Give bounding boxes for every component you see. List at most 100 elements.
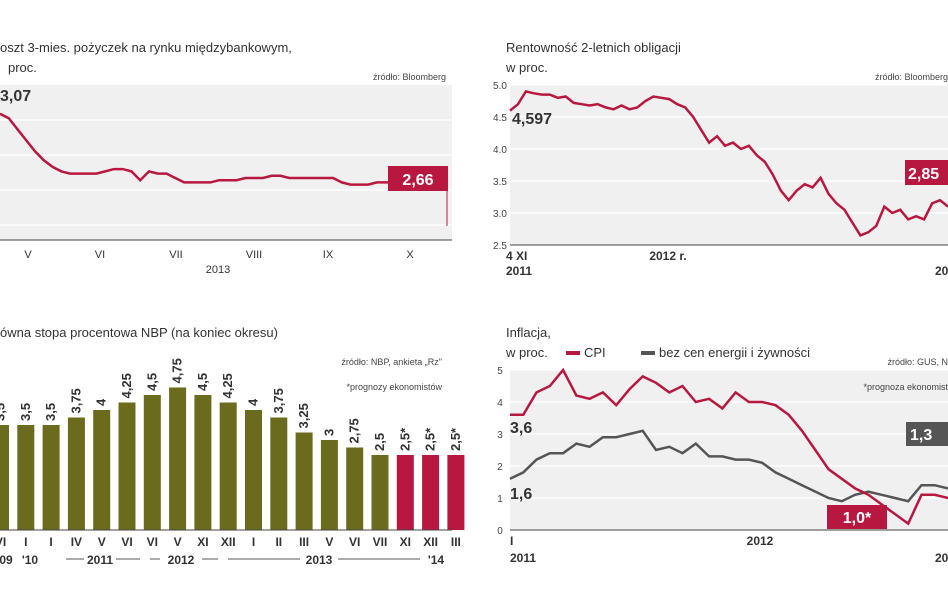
bonds-plot-bg [510, 85, 948, 245]
rates-category-11: II [275, 535, 282, 549]
bonds-title-line2: w proc. [505, 60, 548, 75]
bonds-start-label: 4,597 [512, 111, 552, 128]
wibor-plot-bg [0, 85, 452, 240]
wibor-x-tick-3: VIII [246, 249, 263, 261]
rates-category-18: III [451, 535, 461, 549]
rates-bar-6 [143, 395, 161, 530]
bonds-y-tick-1: 4.5 [493, 113, 507, 124]
rates-bar-3 [67, 417, 85, 530]
wibor-x-tick-0: V [24, 249, 32, 261]
inflation-core-end-callout-box [906, 422, 948, 446]
panel-rates: ówna stopa procentowa NBP (na koniec okr… [0, 325, 465, 567]
bonds-x-sub: 2011 [506, 264, 532, 278]
rates-bar-2 [42, 425, 60, 530]
rates-bar-value-13: 3 [321, 429, 336, 436]
bonds-y-tick-0: 5.0 [493, 81, 507, 92]
bonds-series-line [509, 89, 948, 237]
rates-bar-value-11: 3,75 [271, 388, 286, 413]
rates-bar-value-15: 2,5 [372, 433, 387, 451]
legend-core-label: bez cen energii i żywności [659, 345, 810, 360]
inflation-y-tick-4: 1 [497, 494, 503, 505]
rates-bar-value-4: 4 [94, 398, 109, 406]
inflation-y-tick-1: 4 [497, 398, 503, 409]
rates-bar-value-18: 2,5* [448, 427, 463, 451]
inflation-core-end-label: 1,3 [910, 427, 932, 444]
inflation-x-sub: 2011 [510, 551, 536, 565]
bonds-x-tick-0: 4 XI [506, 249, 527, 263]
bonds-x-tick-1: 2012 r. [649, 249, 686, 263]
wibor-x-tick-5: X [406, 249, 414, 261]
wibor-x-tick-4: IX [323, 249, 334, 261]
rates-bar-value-5: 4,25 [119, 373, 134, 398]
rates-bar-value-14: 2,75 [347, 418, 362, 443]
rates-bar-5 [118, 402, 136, 530]
rates-bar-value-0: 3,5 [0, 403, 8, 421]
inflation-source: źródło: GUS, N [887, 357, 948, 367]
rates-bar-value-17: 2,5* [423, 427, 438, 451]
rates-bar-value-3: 3,75 [68, 388, 83, 413]
rates-category-2: I [49, 535, 52, 549]
wibor-x-tick-2: VII [169, 249, 182, 261]
inflation-cpi-start-label: 3,6 [510, 420, 532, 437]
rates-bar-value-7: 4,75 [170, 358, 185, 383]
rates-bar-7 [169, 387, 187, 530]
inflation-title-line2: w proc. [505, 345, 548, 360]
legend-cpi-label: CPI [584, 345, 606, 360]
rates-bars: 3,5VI3,5I3,5I3,75IV4V4,25VI4,5VI4,75V4,5… [0, 358, 465, 549]
rates-year-label-1: '10 [22, 553, 39, 567]
wibor-x-tick-1: VI [95, 249, 105, 261]
rates-category-9: XII [221, 535, 236, 549]
rates-bar-11 [270, 417, 288, 530]
rates-category-17: XII [423, 535, 438, 549]
rates-category-6: VI [147, 535, 158, 549]
rates-bar-12 [295, 432, 313, 530]
inflation-y-tick-5: 0 [497, 526, 503, 537]
rates-bar-value-2: 3,5 [43, 403, 58, 421]
inflation-core-start-label: 1,6 [510, 486, 532, 503]
rates-bar-value-9: 4,25 [220, 373, 235, 398]
rates-bar-4 [93, 410, 111, 530]
rates-category-13: V [325, 535, 333, 549]
rates-bar-value-16: 2,5* [397, 427, 412, 451]
panel-bonds: Rentowność 2-letnich obligacji w proc. ź… [493, 40, 948, 278]
rates-bar-1 [17, 425, 35, 530]
bonds-y-tick-2: 4.0 [493, 145, 507, 156]
rates-bar-value-10: 4 [246, 398, 261, 406]
inflation-y-tick-3: 2 [497, 462, 503, 473]
rates-bar-value-8: 4,5 [195, 373, 210, 391]
inflation-title-line1: Inflacja, [506, 325, 551, 340]
rates-year-label-5: '14 [428, 553, 445, 567]
bonds-end-callout-box [905, 160, 948, 185]
panel-inflation: Inflacja, w proc. CPI bez cen energii i … [497, 325, 948, 565]
panel-wibor: oszt 3-mies. pożyczek na rynku międzyban… [0, 40, 452, 276]
rates-category-0: VI [0, 535, 6, 549]
wibor-start-label: 3,07 [0, 88, 31, 105]
inflation-y-tick-2: 3 [497, 430, 503, 441]
rates-title: ówna stopa procentowa NBP (na koniec okr… [0, 325, 278, 340]
inflation-core-line [509, 429, 948, 503]
rates-bar-8 [194, 395, 212, 530]
rates-year-label-4: 2013 [306, 553, 333, 567]
rates-bar-13 [320, 440, 338, 530]
rates-category-4: V [98, 535, 106, 549]
bonds-y-tick-4: 3.0 [493, 209, 507, 220]
inflation-cpi-end-callout-box [827, 505, 887, 529]
rates-bar-10 [245, 410, 262, 530]
rates-category-12: III [299, 535, 309, 549]
rates-bar-15 [371, 455, 389, 530]
wibor-end-callout-box [388, 166, 448, 191]
rates-year-axis: 09 '10 2011 2012 2013 '14 [0, 553, 444, 567]
wibor-title-line1: oszt 3-mies. pożyczek na rynku międzyban… [0, 40, 292, 55]
inflation-x-tick-1: 2012 [747, 534, 774, 548]
rates-category-8: XI [197, 535, 208, 549]
wibor-year-label: 2013 [206, 264, 230, 276]
rates-category-10: I [252, 535, 255, 549]
wibor-end-label: 2,66 [402, 172, 433, 189]
rates-category-3: IV [71, 535, 82, 549]
rates-year-label-2: 2011 [87, 553, 113, 567]
inflation-y-tick-0: 5 [497, 366, 503, 377]
rates-bar-0 [0, 425, 9, 530]
rates-year-label-3: 2012 [168, 553, 195, 567]
rates-bar-9 [219, 402, 237, 530]
